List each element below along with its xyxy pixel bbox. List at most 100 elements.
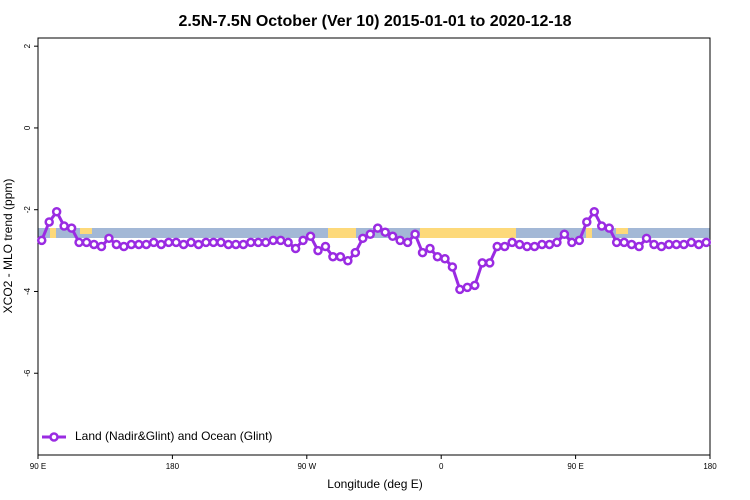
point [313,245,323,256]
point [552,237,562,248]
point [694,239,704,250]
point [574,235,585,246]
point [641,233,652,244]
point [514,239,525,250]
point [320,241,331,252]
y-tick-label: -2 [23,206,32,214]
point [537,239,547,250]
point [171,237,181,248]
point [402,237,413,248]
point [462,282,473,293]
point [417,247,428,258]
point [74,237,84,248]
point [440,254,450,264]
point [544,239,555,250]
point [44,217,54,227]
point [96,241,107,252]
point [664,239,674,250]
x-tick-label: 0 [439,462,444,471]
point [290,243,301,254]
point [66,223,77,233]
point [522,241,532,252]
point [432,251,443,262]
point [499,241,510,252]
point [395,235,405,246]
point [350,247,361,258]
point [141,239,152,250]
point [470,280,480,291]
point [604,223,614,233]
point [246,237,256,248]
point [507,237,517,248]
point [156,239,166,250]
point [380,227,390,237]
point [649,239,659,250]
point [410,229,420,239]
point [104,233,114,244]
x-axis-label: Longitude (deg E) [327,477,422,491]
point [126,239,137,250]
point [492,241,502,252]
point [328,251,338,262]
land-band [50,228,56,238]
point [201,237,211,248]
point [343,256,353,266]
point [163,237,174,248]
y-tick-label: 0 [23,125,32,130]
land-band [616,228,628,234]
point [484,258,495,268]
x-tick-label: 90 E [567,462,583,471]
point [477,258,488,268]
point [656,241,667,252]
point [372,223,383,233]
point [223,239,234,250]
y-axis-label: XCO2 - MLO trend (ppm) [1,179,15,314]
point [193,239,204,250]
point [119,241,129,252]
point [81,237,92,248]
point [134,239,144,250]
land-band [328,228,356,238]
point [559,229,570,239]
point [216,237,226,248]
x-tick-label: 180 [166,462,180,471]
point [358,233,368,244]
point [671,239,682,250]
point [447,262,458,272]
chart-title: 2.5N-7.5N October (Ver 10) 2015-01-01 to… [178,13,571,30]
legend-marker [49,432,59,442]
point [231,239,241,250]
y-tick-label: -6 [23,369,32,377]
land-band [586,228,592,238]
x-tick-label: 90 E [30,462,46,471]
point [238,239,249,250]
y-tick-label: 2 [23,43,32,48]
point [701,237,712,248]
legend-label: Land (Nadir&Glint) and Ocean (Glint) [75,429,272,443]
x-tick-label: 90 W [297,462,316,471]
x-tick-label: 180 [703,462,717,471]
series-line [40,208,707,292]
point [589,207,600,217]
point [59,221,69,231]
point [387,231,398,242]
point [455,284,465,295]
point [111,239,122,250]
point [619,237,629,248]
point [634,241,644,252]
plot-frame [37,37,711,456]
point [260,237,271,248]
point [611,237,622,248]
point [305,231,316,242]
point [425,243,435,254]
y-tick-label: -4 [23,287,32,295]
point [51,207,62,217]
point [686,237,697,248]
point [298,235,308,246]
point [275,235,286,246]
point [178,239,189,250]
point [679,239,689,250]
point [208,237,219,248]
point [89,239,99,250]
